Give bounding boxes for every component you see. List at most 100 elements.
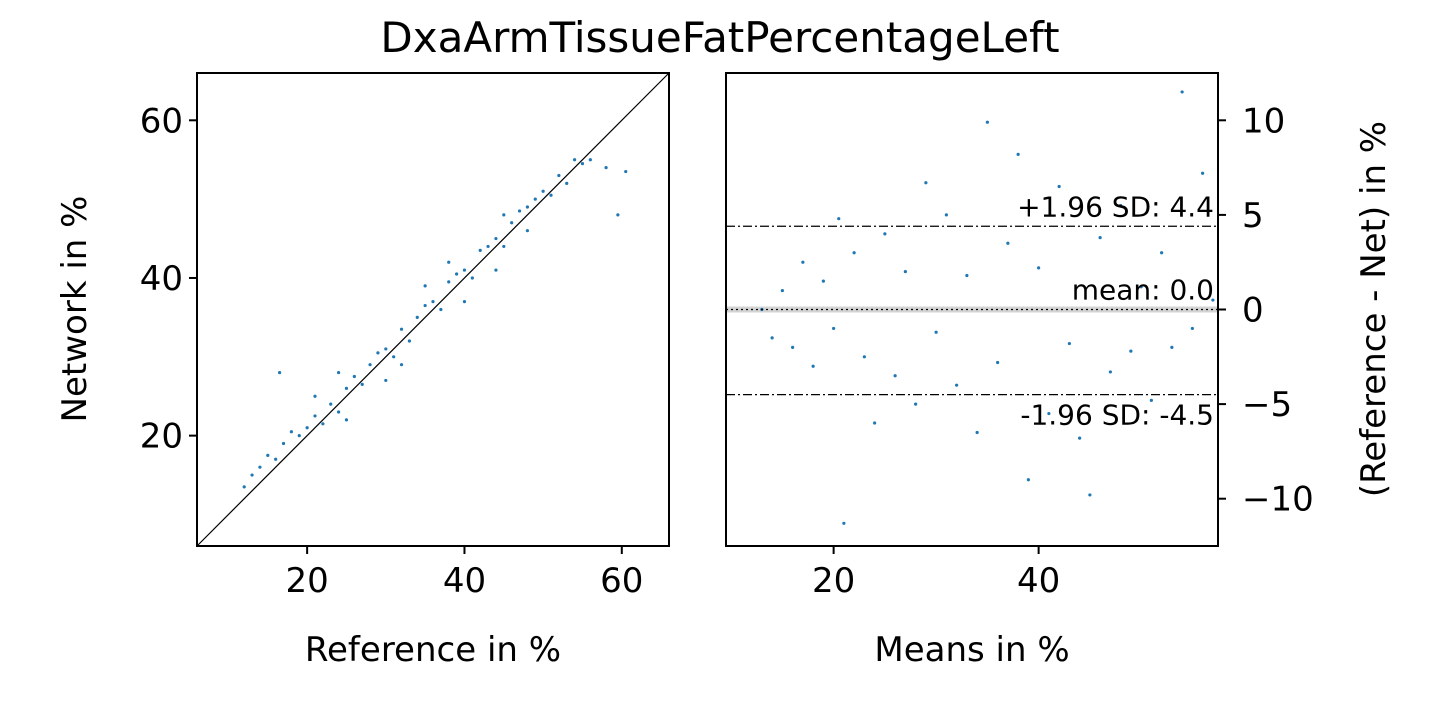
data-point <box>1211 298 1215 302</box>
data-point <box>934 330 938 334</box>
data-point <box>242 485 246 489</box>
x-axis-label: Reference in % <box>305 630 561 670</box>
data-point <box>431 300 435 304</box>
data-point <box>811 364 815 368</box>
data-point <box>1201 171 1205 175</box>
data-point <box>1078 436 1082 440</box>
data-point <box>588 158 592 162</box>
data-point <box>462 300 467 304</box>
data-point <box>407 339 411 343</box>
data-point <box>1170 345 1174 349</box>
data-point <box>832 326 836 331</box>
data-point <box>549 193 553 197</box>
data-point <box>616 213 620 217</box>
data-point <box>893 374 897 378</box>
bland-altman-panel: Means in % (Reference - Net) in % +1.96 … <box>725 72 1394 670</box>
data-point <box>352 374 356 379</box>
data-point <box>344 386 349 390</box>
data-point <box>525 229 530 233</box>
data-point <box>329 402 333 406</box>
data-point <box>573 158 577 162</box>
x-tick-label: 60 <box>600 561 643 601</box>
data-point <box>297 434 301 438</box>
y-axis-label: Network in % <box>55 196 95 423</box>
data-point <box>842 521 846 525</box>
data-point <box>862 355 866 359</box>
data-point <box>455 272 459 276</box>
y-tick-label: 5 <box>1242 196 1264 236</box>
data-point <box>1129 349 1133 353</box>
data-point <box>447 280 451 284</box>
data-point <box>517 209 522 213</box>
data-point <box>985 120 989 124</box>
y-tick-label: 0 <box>1242 291 1264 331</box>
data-point <box>423 284 427 288</box>
x-tick-label: 20 <box>286 561 329 601</box>
data-point <box>494 268 498 272</box>
data-point <box>313 414 317 418</box>
data-point <box>289 430 293 434</box>
data-point <box>337 410 341 414</box>
data-point <box>565 181 569 185</box>
y-tick-label: 20 <box>140 417 183 457</box>
data-point <box>478 248 482 252</box>
data-point <box>604 166 608 170</box>
data-point <box>770 336 774 340</box>
data-point <box>266 453 270 457</box>
data-point <box>305 426 309 430</box>
data-point <box>996 360 1000 365</box>
data-point <box>462 268 467 272</box>
data-point <box>533 197 537 201</box>
data-point <box>321 422 325 426</box>
data-point <box>392 355 396 359</box>
data-point <box>1037 266 1041 270</box>
data-point <box>1098 236 1102 240</box>
data-point <box>1016 152 1020 156</box>
data-point <box>557 173 561 178</box>
data-point <box>944 213 948 217</box>
data-point <box>494 236 498 241</box>
data-point <box>313 394 317 398</box>
y-tick-label: −5 <box>1242 385 1292 425</box>
x-tick-label: 40 <box>1017 561 1060 601</box>
data-point <box>376 351 380 355</box>
data-point <box>278 370 282 375</box>
data-point <box>502 213 506 217</box>
data-point <box>1180 90 1184 94</box>
data-point <box>1057 184 1061 189</box>
data-point <box>624 169 628 174</box>
data-point <box>399 327 404 331</box>
data-point <box>1149 398 1153 402</box>
y-tick-label: 40 <box>140 259 183 299</box>
data-point <box>274 457 278 461</box>
data-point <box>821 279 825 283</box>
data-point <box>1119 203 1123 208</box>
data-point <box>502 244 506 249</box>
data-point <box>1160 251 1164 255</box>
data-point <box>580 162 585 166</box>
y-tick-label: 60 <box>140 101 183 141</box>
data-point <box>281 441 286 446</box>
upper-annotation: +1.96 SD: 4.4 <box>1017 190 1214 223</box>
data-point <box>975 430 979 435</box>
mean-annotation: mean: 0.0 <box>1072 274 1214 307</box>
x-tick-label: 20 <box>812 561 855 601</box>
data-point <box>337 370 341 375</box>
data-point <box>780 288 784 293</box>
data-point <box>415 315 419 319</box>
data-point <box>955 383 959 387</box>
data-point <box>883 232 887 236</box>
identity-line <box>196 72 670 547</box>
lower-annotation: -1.96 SD: -4.5 <box>1020 399 1214 432</box>
data-point <box>1088 493 1092 497</box>
data-point <box>447 260 451 264</box>
data-point <box>486 244 490 249</box>
data-point <box>344 418 349 422</box>
data-point <box>801 260 805 264</box>
data-point <box>903 270 907 274</box>
figure-title: DxaArmTissueFatPercentageLeft <box>380 13 1059 62</box>
data-point <box>384 378 388 383</box>
data-point <box>1139 285 1143 289</box>
